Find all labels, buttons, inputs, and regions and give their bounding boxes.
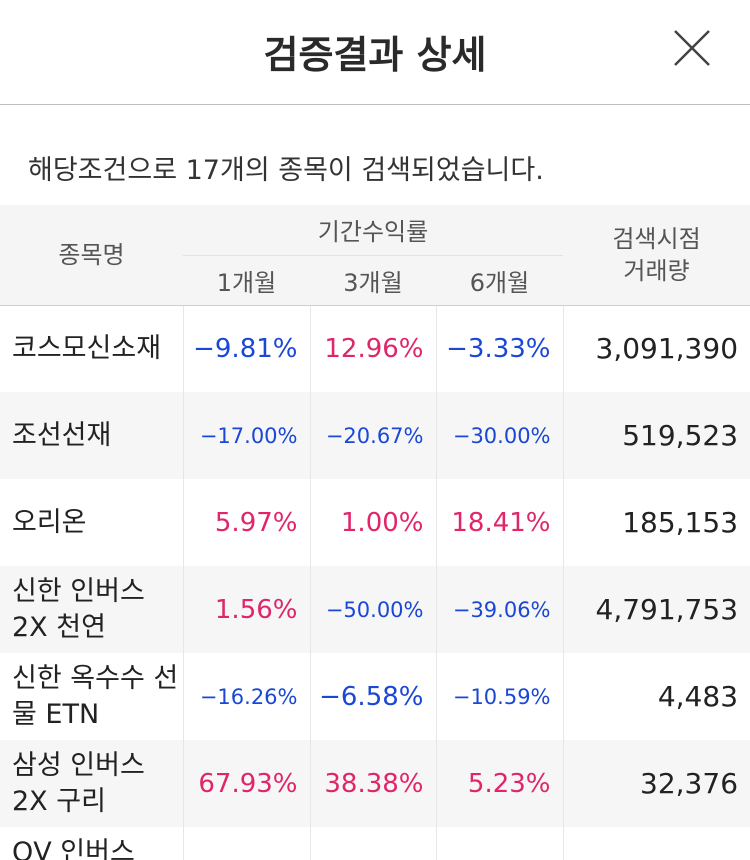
table-row[interactable]: QV 인버스 (0, 827, 750, 860)
return-1m: 1.56% (183, 566, 311, 653)
stock-name: 신한 옥수수 선물 ETN (0, 653, 184, 740)
return-1m: 5.97% (183, 479, 311, 566)
return-6m: 18.41% (436, 479, 564, 566)
header-bar: 검증결과 상세 (0, 0, 750, 105)
return-1m: 67.93% (183, 740, 311, 827)
stock-name: 조선선재 (0, 392, 184, 479)
column-header-name[interactable]: 종목명 (0, 205, 183, 306)
volume-value: 4,483 (563, 653, 750, 740)
results-table: 종목명 기간수익률 검색시점 거래량 1개월 3개월 6개월 코스모신소재 −9… (0, 205, 750, 860)
close-button[interactable] (672, 28, 712, 68)
volume-value: 3,091,390 (563, 305, 750, 392)
return-1m (183, 827, 311, 860)
column-header-1m[interactable]: 1개월 (183, 255, 310, 306)
return-3m (310, 827, 437, 860)
close-icon (674, 30, 710, 66)
return-6m: 5.23% (436, 740, 564, 827)
stock-name: 삼성 인버스 2X 구리 (0, 740, 184, 827)
return-6m: −3.33% (436, 305, 564, 392)
return-3m: 1.00% (310, 479, 437, 566)
return-3m: −20.67% (310, 392, 437, 479)
return-3m: 38.38% (310, 740, 437, 827)
stock-name: 신한 인버스 2X 천연 (0, 566, 184, 653)
return-1m: −9.81% (183, 305, 311, 392)
return-1m: −17.00% (183, 392, 311, 479)
return-3m: −50.00% (310, 566, 437, 653)
table-row[interactable]: 조선선재 −17.00% −20.67% −30.00% 519,523 (0, 392, 750, 479)
result-summary: 해당조건으로 17개의 종목이 검색되었습니다. (28, 155, 544, 186)
stock-name: 코스모신소재 (0, 305, 184, 392)
table-row[interactable]: 삼성 인버스 2X 구리 67.93% 38.38% 5.23% 32,376 (0, 740, 750, 827)
return-1m: −16.26% (183, 653, 311, 740)
results-table-container[interactable]: 종목명 기간수익률 검색시점 거래량 1개월 3개월 6개월 코스모신소재 −9… (0, 205, 750, 860)
column-header-volume[interactable]: 검색시점 거래량 (563, 205, 750, 306)
page-title: 검증결과 상세 (263, 33, 487, 77)
stock-name: 오리온 (0, 479, 184, 566)
volume-value: 4,791,753 (563, 566, 750, 653)
return-6m (436, 827, 564, 860)
volume-value: 519,523 (563, 392, 750, 479)
column-header-6m[interactable]: 6개월 (436, 255, 564, 306)
column-header-volume-label: 검색시점 거래량 (612, 224, 701, 285)
column-header-3m[interactable]: 3개월 (310, 255, 436, 306)
return-3m: 12.96% (310, 305, 437, 392)
volume-value (563, 827, 750, 860)
stock-name: QV 인버스 (0, 827, 184, 860)
return-3m: −6.58% (310, 653, 437, 740)
table-row[interactable]: 오리온 5.97% 1.00% 18.41% 185,153 (0, 479, 750, 566)
return-6m: −10.59% (436, 653, 564, 740)
table-row[interactable]: 신한 인버스 2X 천연 1.56% −50.00% −39.06% 4,791… (0, 566, 750, 653)
volume-value: 185,153 (563, 479, 750, 566)
return-6m: −30.00% (436, 392, 564, 479)
column-header-period-return: 기간수익률 (183, 205, 564, 256)
table-row[interactable]: 신한 옥수수 선물 ETN −16.26% −6.58% −10.59% 4,4… (0, 653, 750, 740)
table-row[interactable]: 코스모신소재 −9.81% 12.96% −3.33% 3,091,390 (0, 305, 750, 392)
volume-value: 32,376 (563, 740, 750, 827)
return-6m: −39.06% (436, 566, 564, 653)
